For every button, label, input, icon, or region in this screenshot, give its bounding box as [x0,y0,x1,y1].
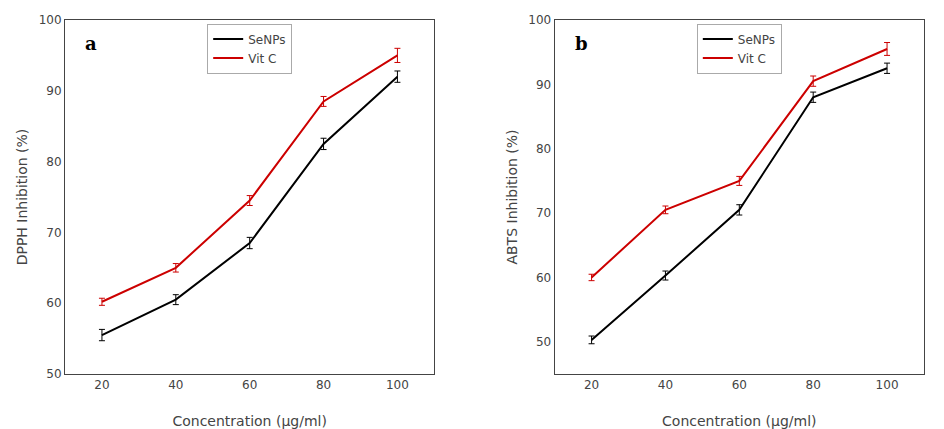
svg-text:60: 60 [732,378,747,392]
svg-text:Vit C: Vit C [248,52,276,66]
svg-text:SeNPs: SeNPs [738,33,775,47]
svg-text:40: 40 [658,378,673,392]
svg-text:100: 100 [528,13,551,27]
svg-text:70: 70 [46,226,61,240]
svg-text:DPPH Inhibition (%): DPPH Inhibition (%) [14,129,30,266]
svg-text:50: 50 [536,335,551,349]
svg-text:90: 90 [536,78,551,92]
svg-text:100: 100 [386,378,409,392]
svg-text:b: b [575,33,588,54]
svg-text:80: 80 [806,378,821,392]
svg-text:20: 20 [584,378,599,392]
svg-text:100: 100 [39,13,62,27]
svg-text:80: 80 [46,155,61,169]
svg-text:ABTS Inhibition (%): ABTS Inhibition (%) [504,129,520,264]
svg-text:90: 90 [46,84,61,98]
svg-text:100: 100 [876,378,899,392]
svg-text:40: 40 [168,378,183,392]
svg-text:Concentration (μg/ml): Concentration (μg/ml) [662,413,816,429]
svg-text:Vit C: Vit C [738,52,766,66]
svg-text:60: 60 [242,378,257,392]
svg-text:a: a [85,33,97,54]
svg-text:80: 80 [316,378,331,392]
svg-text:50: 50 [46,367,61,381]
svg-text:60: 60 [46,296,61,310]
svg-text:20: 20 [94,378,109,392]
svg-text:SeNPs: SeNPs [248,33,285,47]
svg-text:60: 60 [536,271,551,285]
svg-text:70: 70 [536,206,551,220]
svg-text:80: 80 [536,142,551,156]
svg-text:Concentration (μg/ml): Concentration (μg/ml) [172,413,326,429]
